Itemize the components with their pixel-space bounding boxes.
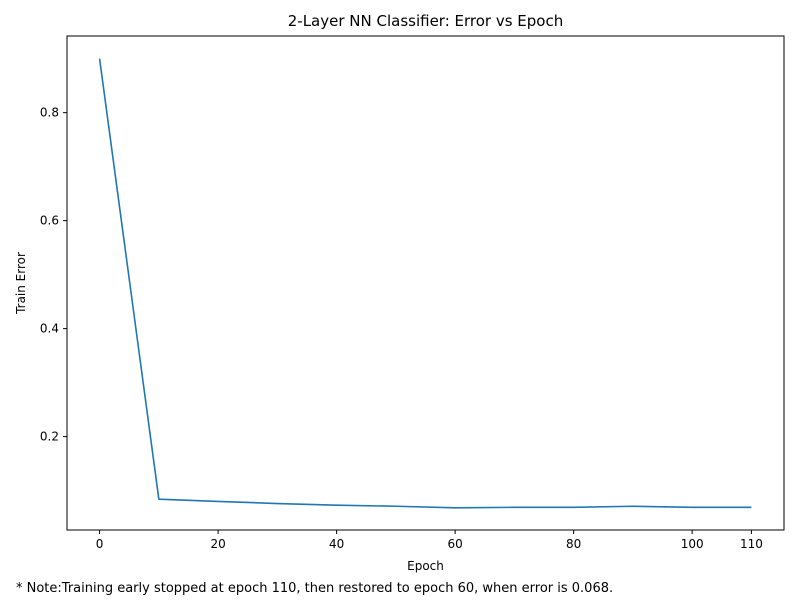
x-tick-label: 20 <box>210 537 225 551</box>
series-layer <box>98 58 752 509</box>
chart-title: 2-Layer NN Classifier: Error vs Epoch <box>288 12 564 30</box>
y-tick-label: 0.4 <box>40 322 59 336</box>
series-line <box>98 58 752 509</box>
x-tick-label: 110 <box>740 537 763 551</box>
x-tick-label: 60 <box>447 537 462 551</box>
x-tick-label: 0 <box>96 537 104 551</box>
x-axis-label: Epoch <box>407 559 444 573</box>
x-tick-label: 80 <box>566 537 581 551</box>
y-axis-ticks: 0.2 0.4 0.6 0.8 <box>40 106 67 444</box>
y-tick-label: 0.8 <box>40 106 59 120</box>
footnote: * Note:Training early stopped at epoch 1… <box>16 581 614 596</box>
x-axis-ticks: 0 20 40 60 80 100 110 <box>96 530 763 551</box>
y-tick-label: 0.2 <box>40 430 59 444</box>
x-tick-label: 40 <box>329 537 344 551</box>
plot-area <box>66 35 785 531</box>
y-tick-label: 0.6 <box>40 214 59 228</box>
x-tick-label: 100 <box>681 537 704 551</box>
y-axis-label: Train Error <box>14 252 28 315</box>
